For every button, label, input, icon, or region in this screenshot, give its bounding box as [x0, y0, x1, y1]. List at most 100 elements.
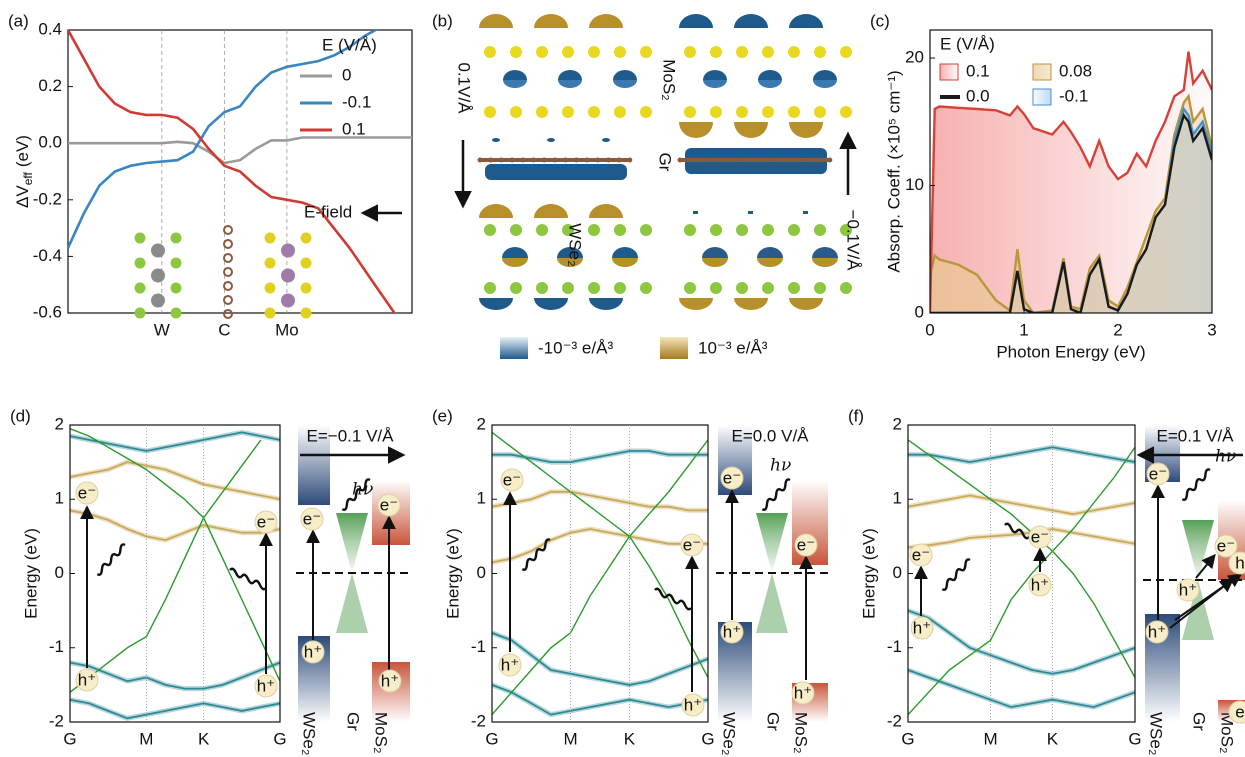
atom	[510, 46, 522, 58]
y-tick-label: -0.6	[33, 302, 62, 321]
series-line	[68, 30, 379, 249]
atom	[484, 106, 496, 118]
atom	[170, 282, 182, 294]
carrier-dot	[794, 533, 818, 557]
carrier-label: h⁺	[257, 676, 275, 695]
atom	[840, 282, 852, 294]
band-line	[492, 535, 708, 716]
carrier-label: e⁻	[1031, 527, 1049, 546]
carrier-label: h⁺	[913, 618, 931, 637]
atom	[816, 157, 822, 163]
atom	[562, 46, 574, 58]
atom	[281, 243, 295, 258]
carrier-dot	[254, 510, 278, 534]
y-tick-label: -2	[471, 711, 486, 730]
carrier-dot	[498, 653, 522, 677]
band-glow	[908, 667, 1135, 710]
band-line	[492, 528, 708, 564]
density-blob	[789, 122, 823, 138]
legend-label: -10⁻³ e/Å³	[538, 338, 613, 357]
band-line	[492, 450, 708, 463]
density-blob	[502, 258, 528, 267]
atom	[814, 46, 826, 58]
carrier-dot	[1228, 551, 1245, 575]
carrier-label: e⁻	[78, 483, 96, 502]
carrier-dot	[500, 468, 524, 492]
atom	[536, 282, 548, 294]
density-blob	[503, 70, 527, 80]
carrier-dot	[1145, 620, 1169, 644]
atom	[498, 157, 504, 163]
carrier-dot	[720, 620, 744, 644]
atom	[562, 282, 574, 294]
dirac-cone	[756, 513, 788, 573]
band-line	[492, 490, 708, 512]
y-tick-label: -2	[49, 711, 64, 730]
band-line	[908, 669, 1135, 709]
legend-label: 0.1	[342, 119, 366, 138]
x-tick-label: G	[701, 729, 714, 748]
density-blob	[748, 211, 753, 214]
atom	[563, 157, 569, 163]
density-blob	[758, 80, 782, 88]
material-label: Gr	[764, 712, 783, 731]
density-blob	[613, 80, 637, 88]
atom	[223, 239, 233, 249]
y-tick-label: 20	[905, 48, 924, 67]
atom	[509, 157, 515, 163]
density-blob	[479, 298, 513, 310]
x-tick-label: W	[154, 320, 170, 339]
transition-arrow	[1195, 553, 1216, 579]
atom	[536, 224, 548, 236]
atom	[840, 106, 852, 118]
carrier-label: e⁻	[503, 470, 521, 489]
atom	[281, 293, 295, 308]
y-label-unit: (eV)	[13, 135, 32, 167]
atom	[788, 282, 800, 294]
y-tick-label: -1	[887, 637, 902, 656]
density-blob	[589, 14, 623, 28]
carrier-dot	[909, 543, 933, 567]
atom	[627, 157, 633, 163]
y-tick-label: 0.2	[38, 76, 62, 95]
atom	[814, 224, 826, 236]
atom	[736, 106, 748, 118]
panel-label: (a)	[8, 11, 29, 30]
material-label: WSe₂	[1147, 712, 1166, 755]
atom	[300, 257, 312, 269]
density-blob	[789, 298, 823, 310]
dirac-cone	[336, 513, 368, 573]
density-blob	[589, 204, 623, 218]
density-blob	[703, 70, 727, 80]
atom	[640, 224, 652, 236]
atom	[795, 157, 801, 163]
atom	[840, 224, 852, 236]
field-label: E=−0.1 V/Å	[307, 426, 395, 445]
atom	[223, 225, 233, 235]
density-blob	[612, 258, 638, 267]
density-blob	[534, 204, 568, 218]
x-tick-label: G	[901, 729, 914, 748]
carrier-label: h	[1235, 553, 1244, 572]
atom	[477, 157, 483, 163]
band-line	[70, 509, 280, 542]
carrier-dot	[910, 616, 934, 640]
atom	[616, 157, 622, 163]
atom	[710, 282, 722, 294]
density-blob	[613, 70, 637, 80]
carrier-label: e⁻	[257, 512, 275, 531]
y-tick-label: 1	[893, 489, 902, 508]
band-glow	[908, 608, 1135, 677]
carrier-label: e	[1235, 702, 1244, 721]
density-blob	[679, 122, 713, 138]
x-tick-label: G	[1128, 729, 1141, 748]
atom	[677, 157, 683, 163]
density-blob	[479, 204, 513, 218]
atom	[151, 243, 165, 258]
atom	[520, 157, 526, 163]
density-blob	[612, 247, 638, 258]
atom	[698, 157, 704, 163]
x-tick-label: K	[624, 729, 636, 748]
carrier-dot	[681, 693, 705, 717]
